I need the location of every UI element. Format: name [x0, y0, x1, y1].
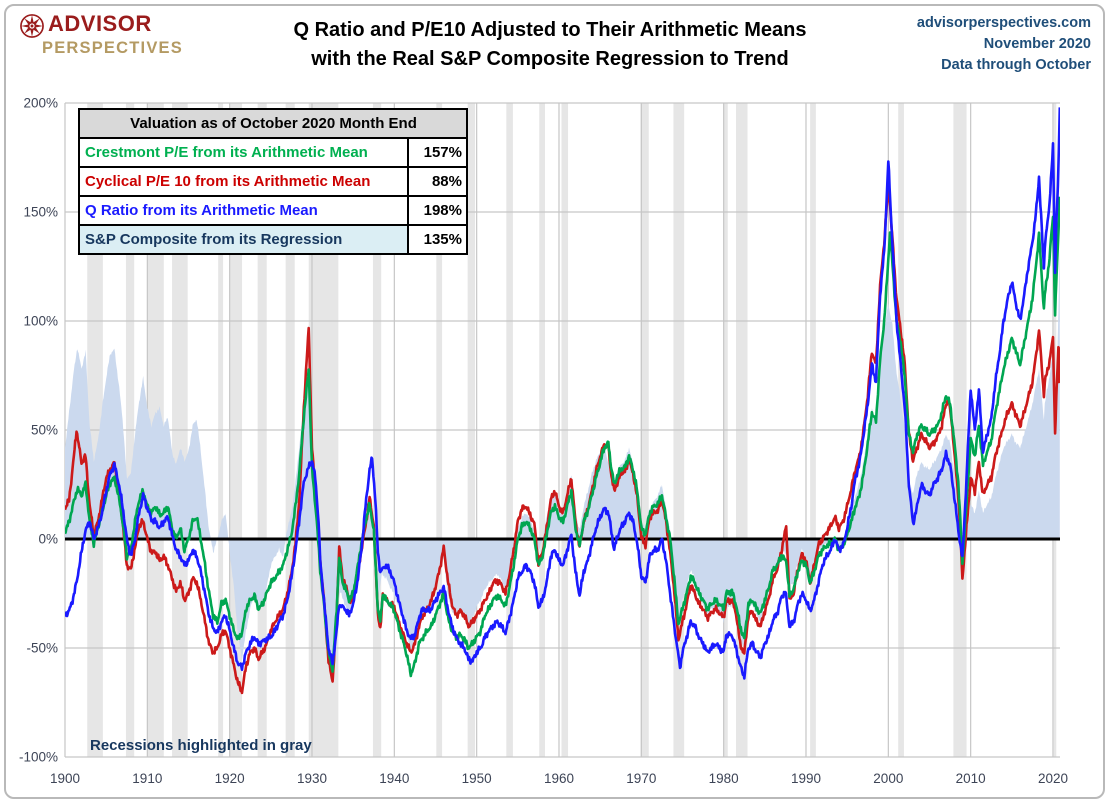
compass-star-icon: [20, 14, 44, 43]
table-row: Q Ratio from its Arithmetic Mean 198%: [78, 195, 468, 226]
logo-text-perspectives: PERSPECTIVES: [42, 39, 183, 57]
valuation-table-header-row: Valuation as of October 2020 Month End: [78, 108, 468, 139]
x-axis-tick-label: 1960: [544, 771, 574, 786]
legend-label-pe10: Cyclical P/E 10 from its Arithmetic Mean: [78, 166, 409, 197]
source-site: advisorperspectives.com: [916, 15, 1091, 31]
x-axis-tick-label: 1990: [791, 771, 821, 786]
logo-text-advisor: ADVISOR: [48, 11, 152, 36]
y-axis-tick-label: 50%: [31, 423, 58, 438]
legend-value-sp-composite: 135%: [407, 224, 468, 255]
table-row: Crestmont P/E from its Arithmetic Mean 1…: [78, 137, 468, 168]
x-axis-tick-label: 1980: [709, 771, 739, 786]
y-axis-tick-label: 150%: [23, 205, 58, 220]
legend-label-crestmont: Crestmont P/E from its Arithmetic Mean: [78, 137, 409, 168]
legend-value-crestmont: 157%: [407, 137, 468, 168]
table-row: S&P Composite from its Regression 135%: [78, 224, 468, 255]
recessions-note: Recessions highlighted in gray: [90, 737, 312, 754]
q-ratio-line: [65, 107, 1060, 680]
advisor-perspectives-logo: ADVISOR PERSPECTIVES: [20, 11, 250, 57]
x-axis-tick-label: 1900: [50, 771, 80, 786]
valuation-table-title: Valuation as of October 2020 Month End: [78, 108, 468, 139]
x-axis-tick-label: 1910: [132, 771, 162, 786]
y-axis-tick-label: -100%: [19, 750, 58, 765]
table-row: Cyclical P/E 10 from its Arithmetic Mean…: [78, 166, 468, 197]
legend-value-pe10: 88%: [407, 166, 468, 197]
y-axis-tick-label: -50%: [26, 641, 58, 656]
source-date: November 2020: [983, 36, 1091, 52]
x-axis-tick-label: 1950: [462, 771, 492, 786]
legend-label-qratio: Q Ratio from its Arithmetic Mean: [78, 195, 409, 226]
sp-composite-area: [65, 244, 1060, 678]
chart-title: Q Ratio and P/E10 Adjusted to Their Arit…: [180, 16, 920, 74]
source-block: advisorperspectives.com November 2020 Da…: [917, 13, 1091, 76]
x-axis-tick-label: 2010: [956, 771, 986, 786]
valuation-table: Valuation as of October 2020 Month End C…: [78, 108, 468, 255]
x-axis-tick-label: 1920: [215, 771, 245, 786]
y-axis-tick-label: 200%: [23, 96, 58, 111]
x-axis-tick-label: 1970: [626, 771, 656, 786]
x-axis-tick-label: 1940: [379, 771, 409, 786]
y-axis-tick-label: 100%: [23, 314, 58, 329]
y-axis-tick-label: 0%: [38, 532, 58, 547]
x-axis-tick-label: 2000: [873, 771, 903, 786]
source-data-through: Data through October: [941, 57, 1091, 73]
chart-title-line1: Q Ratio and P/E10 Adjusted to Their Arit…: [293, 19, 807, 41]
legend-label-sp-composite: S&P Composite from its Regression: [78, 224, 409, 255]
x-axis-tick-label: 1930: [297, 771, 327, 786]
x-axis-tick-label: 2020: [1038, 771, 1068, 786]
legend-value-qratio: 198%: [407, 195, 468, 226]
chart-title-line2: with the Real S&P Composite Regression t…: [311, 48, 789, 70]
